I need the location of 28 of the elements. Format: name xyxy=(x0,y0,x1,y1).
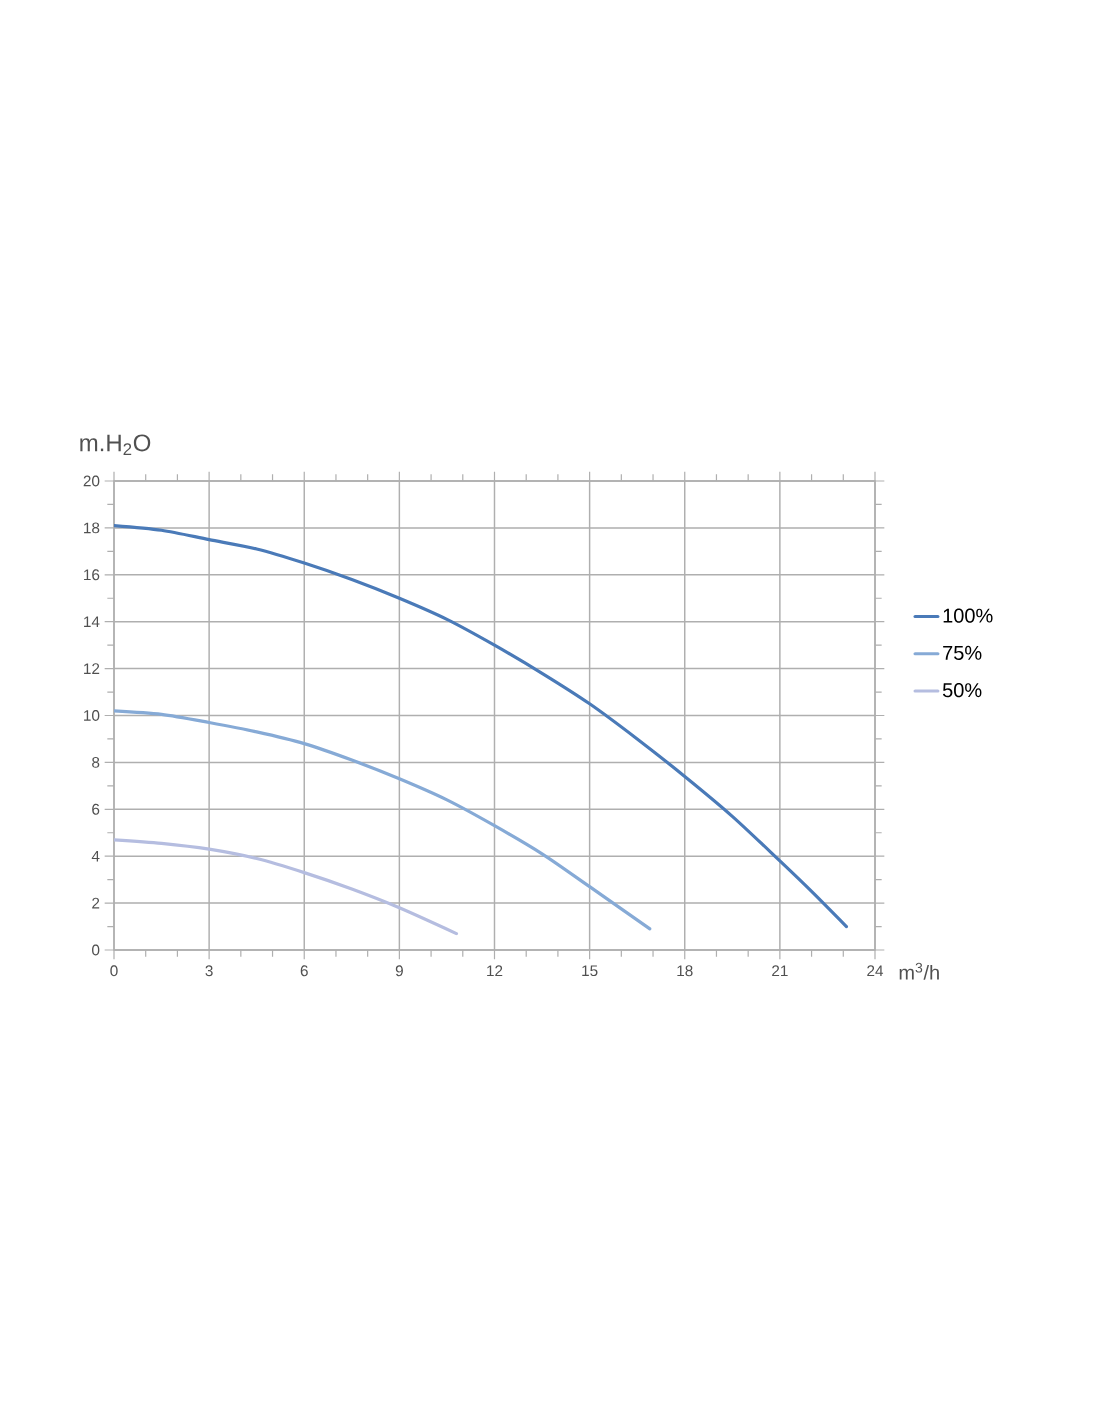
x-tick-label: 18 xyxy=(677,965,693,977)
y-tick-label: 10 xyxy=(84,710,100,721)
y-tick-label: 2 xyxy=(92,897,100,909)
y-tick-label: 20 xyxy=(83,475,100,487)
y-tick-label: 0 xyxy=(92,944,100,956)
line-series xyxy=(114,523,849,929)
y-tick-label: 14 xyxy=(84,616,100,627)
legend-label: 50% xyxy=(942,683,982,698)
y-tick-label: 18 xyxy=(84,522,100,534)
x-tick-label: 9 xyxy=(395,965,403,977)
x-tick-label: 3 xyxy=(205,965,213,977)
x-tick-label: 12 xyxy=(487,965,503,977)
x-axis-title: m$^{3}$/h xyxy=(899,962,939,980)
line-series xyxy=(114,709,652,931)
y-axis-title: m.H$_{2}$O xyxy=(80,434,151,455)
y-tick-label: 6 xyxy=(92,803,100,815)
x-tick-label: 15 xyxy=(582,965,598,977)
line-series xyxy=(114,838,459,936)
x-tick-label: 0 xyxy=(110,965,118,977)
y-tick-label: 8 xyxy=(92,756,100,768)
y-tick-label: 4 xyxy=(91,850,100,862)
y-tick-label: 16 xyxy=(84,569,100,581)
x-tick-label: 21 xyxy=(772,965,788,977)
x-tick-label: 24 xyxy=(867,965,884,977)
legend-label: 75% xyxy=(943,645,982,660)
legend-label: 100% xyxy=(943,608,993,623)
y-tick-label: 12 xyxy=(84,663,100,674)
x-tick-label: 6 xyxy=(300,965,308,977)
